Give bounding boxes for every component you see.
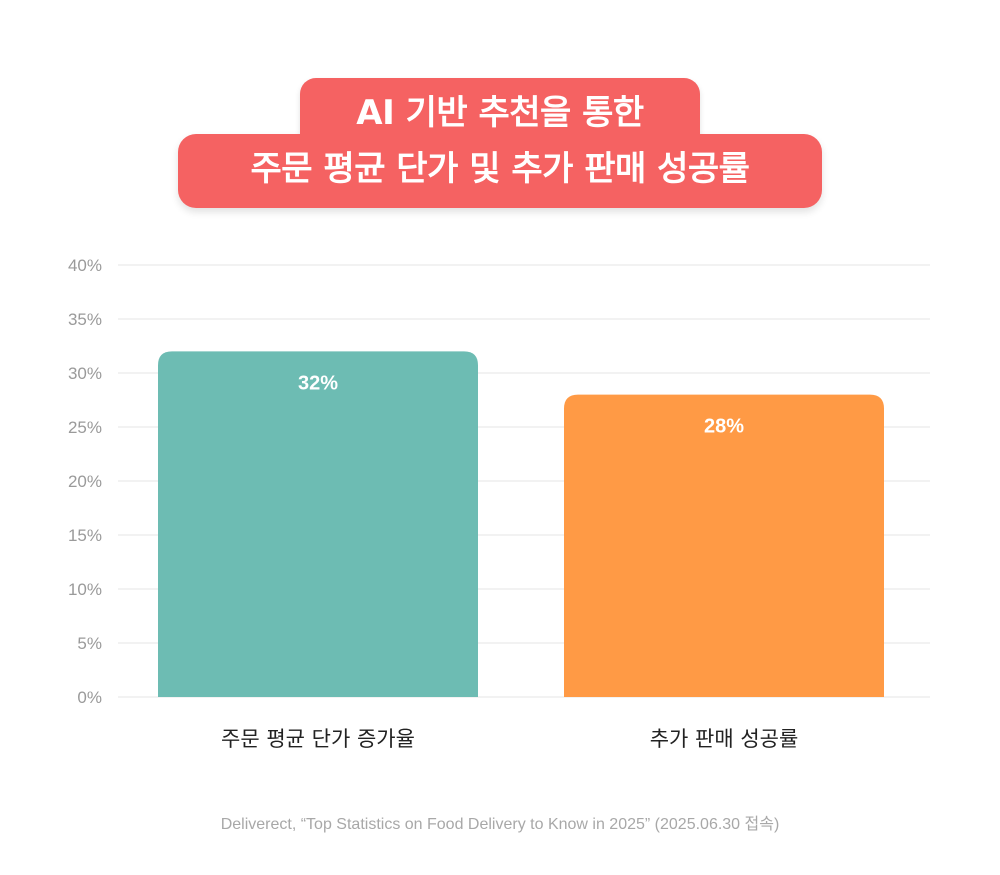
y-tick-label: 25% <box>68 418 102 437</box>
bar <box>158 351 478 697</box>
chart-title-line-2: 주문 평균 단가 및 추가 판매 성공률 <box>178 134 822 208</box>
source-note: Deliverect, “Top Statistics on Food Deli… <box>220 816 780 833</box>
y-tick-label: 35% <box>68 310 102 329</box>
y-tick-label: 30% <box>68 364 102 383</box>
chart-title: AI 기반 추천을 통한 주문 평균 단가 및 추가 판매 성공률 <box>0 78 1000 210</box>
title-pill-joint <box>300 128 700 148</box>
y-tick-label: 10% <box>68 580 102 599</box>
x-category-label: 추가 판매 성공률 <box>650 727 799 751</box>
bar-chart: 0% 5% 10% 15% 20% 25% 30% 35% 40% 32% 28% 주문 평균 단… <box>68 256 930 751</box>
y-tick-label: 15% <box>68 526 102 545</box>
y-tick-label: 5% <box>77 634 102 653</box>
bars: 32% 28% <box>158 351 884 697</box>
y-tick-label: 20% <box>68 472 102 491</box>
bar <box>564 394 884 697</box>
bar-value-label: 32% <box>298 372 338 394</box>
y-axis: 0% 5% 10% 15% 20% 25% 30% 35% 40% <box>68 256 102 707</box>
bar-value-label: 28% <box>704 416 744 438</box>
x-category-label: 주문 평균 단가 증가율 <box>221 727 415 751</box>
x-axis: 주문 평균 단가 증가율 추가 판매 성공률 <box>221 727 798 751</box>
y-tick-label: 0% <box>77 688 102 707</box>
y-tick-label: 40% <box>68 256 102 275</box>
